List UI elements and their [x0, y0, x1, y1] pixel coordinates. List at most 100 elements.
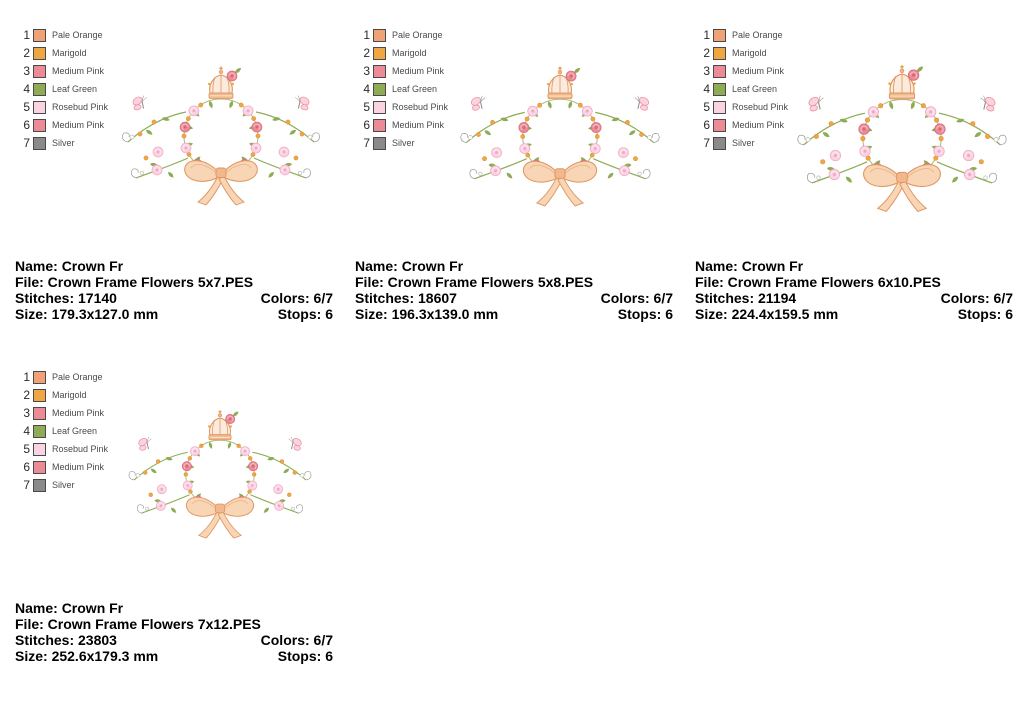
stops-value: 6	[665, 306, 673, 322]
thread-number: 3	[703, 64, 710, 78]
colors-cell: Colors: 6/7	[601, 290, 673, 306]
size-value: 196.3x139.0 mm	[391, 306, 499, 322]
legend-row: 4 Leaf Green	[18, 422, 108, 440]
size-label: Size:	[695, 306, 728, 322]
thread-swatch	[33, 406, 46, 420]
legend-row: 6 Medium Pink	[18, 458, 108, 476]
stitches-cell: Stitches: 21194	[695, 290, 796, 306]
stitches-value: 21194	[758, 290, 797, 306]
design-panel-6x10: 1 Pale Orange 2 Marigold 3 Medium Pink 4 Lea…	[688, 8, 1022, 342]
stitches-label: Stitches:	[15, 632, 75, 648]
thread-number: 4	[23, 424, 30, 438]
legend-row: 4 Leaf Green	[698, 80, 788, 98]
legend-row: 5 Rosebud Pink	[698, 98, 788, 116]
thread-swatch	[713, 118, 726, 132]
thread-name: Marigold	[392, 48, 427, 58]
name-value: Crown Fr	[61, 258, 124, 274]
legend-row: 3 Medium Pink	[18, 62, 108, 80]
legend-row: 7 Silver	[18, 476, 108, 494]
thread-swatch	[33, 100, 46, 114]
file-label: File:	[695, 274, 724, 290]
design-name-line: Name: Crown Fr	[695, 258, 1013, 274]
file-label: File:	[15, 274, 44, 290]
colors-label: Colors:	[600, 290, 650, 306]
size-cell: Size: 179.3x127.0 mm	[15, 306, 158, 322]
legend-row: 3 Medium Pink	[698, 62, 788, 80]
stops-value: 6	[1005, 306, 1013, 322]
thread-swatch	[373, 82, 386, 96]
name-label: Name:	[15, 600, 58, 616]
thread-name: Pale Orange	[52, 30, 103, 40]
thread-name: Medium Pink	[52, 408, 105, 418]
stops-cell: Stops: 6	[278, 648, 333, 664]
design-info: Name: Crown Fr File: Crown Frame Flowers…	[15, 258, 333, 322]
design-name-line: Name: Crown Fr	[15, 600, 333, 616]
thread-name: Pale Orange	[392, 30, 443, 40]
design-file-line: File: Crown Frame Flowers 5x7.PES	[15, 274, 333, 290]
size-stops-line: Size: 252.6x179.3 mm Stops: 6	[15, 648, 333, 664]
thread-color-legend: 1 Pale Orange 2 Marigold 3 Medium Pink 4 Lea…	[18, 368, 108, 494]
name-label: Name:	[695, 258, 738, 274]
size-stops-line: Size: 179.3x127.0 mm Stops: 6	[15, 306, 333, 322]
thread-name: Medium Pink	[392, 120, 445, 130]
thread-swatch	[33, 28, 46, 42]
design-panel-5x8: 1 Pale Orange 2 Marigold 3 Medium Pink 4 Lea…	[348, 8, 682, 342]
thread-number: 4	[363, 82, 370, 96]
thread-color-legend: 1 Pale Orange 2 Marigold 3 Medium Pink 4 Lea…	[358, 26, 448, 152]
thread-name: Rosebud Pink	[52, 444, 109, 454]
thread-number: 2	[703, 46, 710, 60]
thread-number: 3	[363, 64, 370, 78]
thread-number: 5	[23, 442, 30, 456]
size-stops-line: Size: 196.3x139.0 mm Stops: 6	[355, 306, 673, 322]
design-name-line: Name: Crown Fr	[355, 258, 673, 274]
thread-name: Silver	[52, 138, 75, 148]
thread-number: 5	[23, 100, 30, 114]
thread-number: 6	[23, 460, 30, 474]
colors-value: 6/7	[653, 290, 673, 306]
legend-row: 1 Pale Orange	[18, 368, 108, 386]
legend-row: 5 Rosebud Pink	[18, 98, 108, 116]
embroidery-preview	[123, 404, 317, 543]
stops-label: Stops:	[277, 648, 322, 664]
legend-row: 3 Medium Pink	[358, 62, 448, 80]
thread-number: 5	[363, 100, 370, 114]
name-value: Crown Fr	[61, 600, 124, 616]
thread-name: Medium Pink	[52, 120, 105, 130]
thread-name: Marigold	[732, 48, 767, 58]
stops-cell: Stops: 6	[958, 306, 1013, 322]
thread-swatch	[373, 64, 386, 78]
stitches-colors-line: Stitches: 17140 Colors: 6/7	[15, 290, 333, 306]
colors-cell: Colors: 6/7	[261, 290, 333, 306]
thread-color-legend: 1 Pale Orange 2 Marigold 3 Medium Pink 4 Lea…	[18, 26, 108, 152]
thread-number: 7	[23, 478, 30, 492]
thread-number: 3	[23, 406, 30, 420]
legend-row: 3 Medium Pink	[18, 404, 108, 422]
colors-label: Colors:	[940, 290, 990, 306]
thread-swatch	[713, 82, 726, 96]
legend-row: 6 Medium Pink	[698, 116, 788, 134]
crown-frame-artwork	[454, 60, 666, 211]
thread-swatch	[33, 478, 46, 492]
thread-name: Leaf Green	[52, 84, 98, 94]
thread-name: Rosebud Pink	[392, 102, 449, 112]
stops-label: Stops:	[617, 306, 662, 322]
thread-number: 7	[703, 136, 710, 150]
file-value: Crown Frame Flowers 5x7.PES	[47, 274, 254, 290]
colors-cell: Colors: 6/7	[261, 632, 333, 648]
stitches-label: Stitches:	[15, 290, 75, 306]
size-label: Size:	[355, 306, 388, 322]
thread-number: 7	[363, 136, 370, 150]
stops-cell: Stops: 6	[278, 306, 333, 322]
stops-value: 6	[325, 306, 333, 322]
colors-value: 6/7	[993, 290, 1013, 306]
thread-swatch	[33, 424, 46, 438]
legend-row: 2 Marigold	[698, 44, 788, 62]
thread-swatch	[713, 28, 726, 42]
stitches-value: 23803	[78, 632, 117, 648]
thread-swatch	[373, 46, 386, 60]
stops-label: Stops:	[957, 306, 1002, 322]
thread-name: Marigold	[52, 390, 87, 400]
legend-row: 4 Leaf Green	[358, 80, 448, 98]
stitches-value: 17140	[78, 290, 117, 306]
design-panel-7x12: 1 Pale Orange 2 Marigold 3 Medium Pink 4 Lea…	[8, 350, 342, 684]
